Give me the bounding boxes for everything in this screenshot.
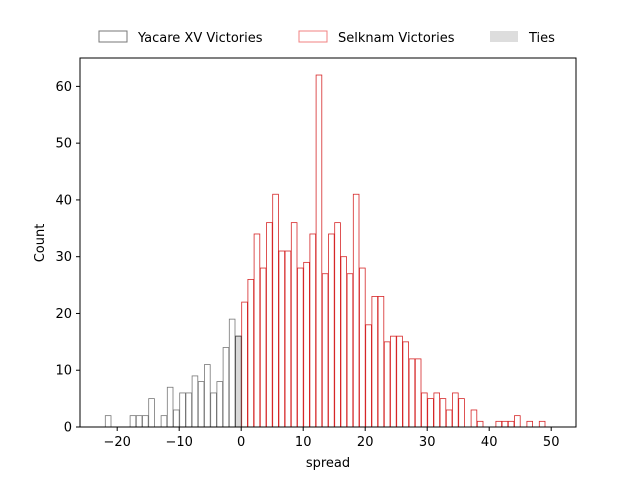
axes-frame [79,57,577,428]
y-tick-label: 60 [55,80,72,95]
y-tick-label: 0 [64,421,72,436]
y-axis-label: Count [33,224,48,263]
legend-label-selknam: Selknam Victories [338,31,455,46]
x-tick-label: 10 [295,435,312,450]
y-tick-label: 20 [55,307,72,322]
y-tick-label: 10 [55,364,72,379]
x-tick-label: 20 [357,435,374,450]
legend: Yacare XV Victories Selknam Victories Ti… [98,30,555,46]
x-tick-label: 50 [543,435,560,450]
x-tick-label: −10 [165,435,192,450]
y-tick-label: 30 [55,250,72,265]
y-tick-label: 50 [55,137,72,152]
legend-label-yacare: Yacare XV Victories [137,31,263,46]
legend-label-ties: Ties [528,31,555,46]
y-axis-ticks: 0 10 20 30 40 50 60 [55,80,80,436]
legend-swatch-yacare [98,30,128,43]
bar-series-2-bin-0 [235,335,242,428]
x-tick-label: 40 [481,435,498,450]
legend-swatch-selknam [298,30,328,43]
x-tick-label: 30 [419,435,436,450]
x-tick-label: −20 [103,435,130,450]
x-tick-label: 0 [237,435,245,450]
legend-swatch-ties [490,31,518,42]
y-tick-label: 40 [55,193,72,208]
x-axis-label: spread [306,456,350,471]
x-axis-ticks: −20 −10 0 10 20 30 40 50 [103,427,559,450]
